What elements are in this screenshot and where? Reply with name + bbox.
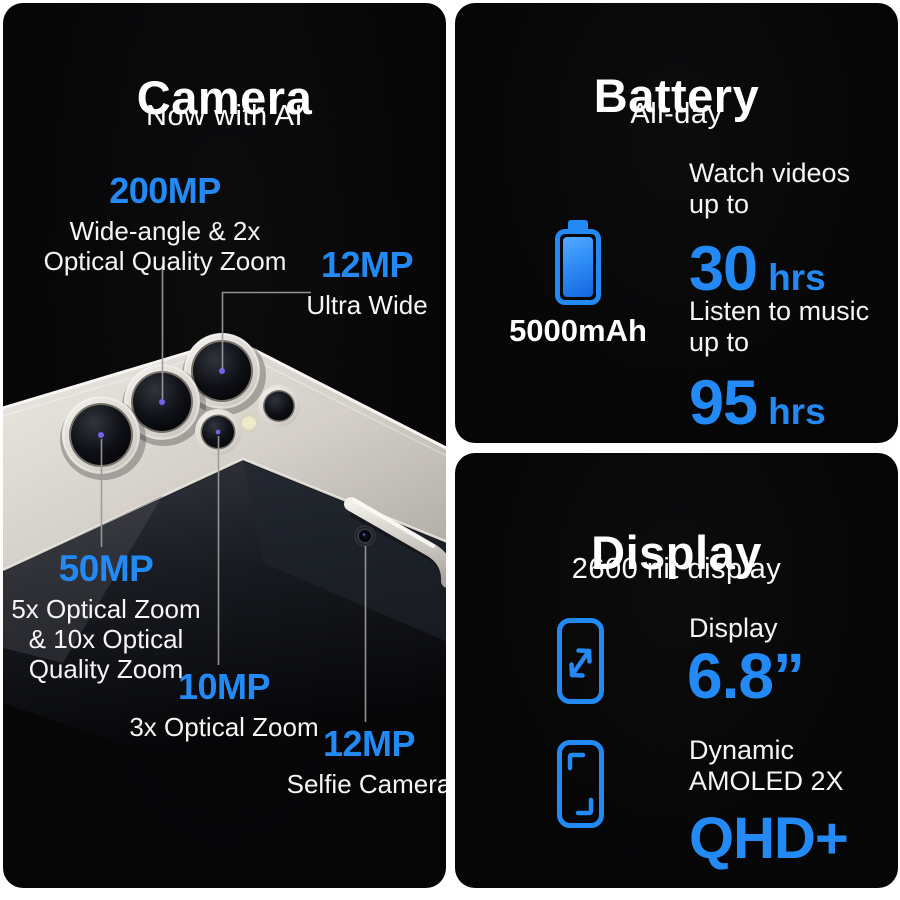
megapixel-value: 12MP bbox=[320, 244, 414, 285]
megapixel-value: 200MP bbox=[109, 170, 221, 211]
callout-line-ultrawide bbox=[221, 291, 311, 369]
battery-stat-music: Listen to music up to 95 hrs bbox=[689, 296, 870, 438]
rear-camera-lens-tele5x bbox=[60, 396, 146, 480]
flash-icon bbox=[239, 413, 259, 433]
rear-camera-lens-main bbox=[122, 364, 206, 446]
battery-stat-video-value: 30 hrs bbox=[689, 234, 826, 304]
display-title: Display bbox=[591, 526, 762, 580]
megapixel-value: 50MP bbox=[58, 548, 154, 589]
phone-photo-illustration bbox=[3, 265, 446, 758]
callout-tele5x-camera: 50MP 5x Optical Zoom & 10x Optical Quali… bbox=[3, 550, 209, 684]
amoled-screen-icon bbox=[557, 740, 604, 828]
rear-camera-laser-sensor bbox=[258, 385, 300, 427]
camera-panel: Camera Now with AI bbox=[3, 3, 446, 888]
battery-icon-tab bbox=[568, 220, 588, 229]
camera-title: Camera bbox=[136, 71, 313, 125]
callout-main-camera: 200MP Wide-angle & 2x Optical Quality Zo… bbox=[33, 170, 297, 277]
phone-screen bbox=[3, 461, 446, 758]
front-camera-dot bbox=[354, 525, 376, 547]
camera-subtitle: Now with AI bbox=[146, 100, 303, 132]
phone-side-rail bbox=[344, 497, 446, 588]
battery-stat-video: Watch videos up to 30 hrs bbox=[689, 158, 851, 304]
battery-stat-music-value: 95 hrs bbox=[689, 368, 826, 438]
rear-camera-lens-ultrawide bbox=[182, 333, 266, 415]
battery-subtitle: All-day bbox=[630, 98, 723, 130]
callout-selfie-camera: 12MP Selfie Camera bbox=[267, 723, 446, 800]
battery-icon bbox=[555, 220, 601, 305]
display-panel-spec: Dynamic AMOLED 2X QHD+ bbox=[689, 735, 849, 871]
display-resolution-value: QHD+ bbox=[689, 806, 849, 871]
callout-tele3x-camera: 10MP 3x Optical Zoom bbox=[113, 666, 335, 743]
megapixel-value: 12MP bbox=[322, 723, 416, 764]
display-size-label: Display bbox=[689, 613, 778, 643]
battery-icon-fill bbox=[563, 237, 593, 297]
display-subtitle: 2600 nit display bbox=[571, 553, 782, 585]
display-panel: Display 2600 nit display Display 6.8” bbox=[455, 453, 898, 888]
battery-icon-body bbox=[555, 229, 601, 305]
battery-title: Battery bbox=[593, 69, 760, 123]
callout-ultrawide-camera: 12MP Ultra Wide bbox=[297, 244, 437, 321]
display-size-value: 6.8” bbox=[687, 640, 805, 712]
rear-camera-lens-tele3x bbox=[195, 409, 241, 455]
battery-panel: Battery All-day 5000mAh Watch videos up … bbox=[455, 3, 898, 443]
megapixel-value: 10MP bbox=[177, 666, 271, 707]
battery-capacity: 5000mAh bbox=[509, 313, 647, 348]
screen-size-expand-icon bbox=[557, 618, 604, 704]
